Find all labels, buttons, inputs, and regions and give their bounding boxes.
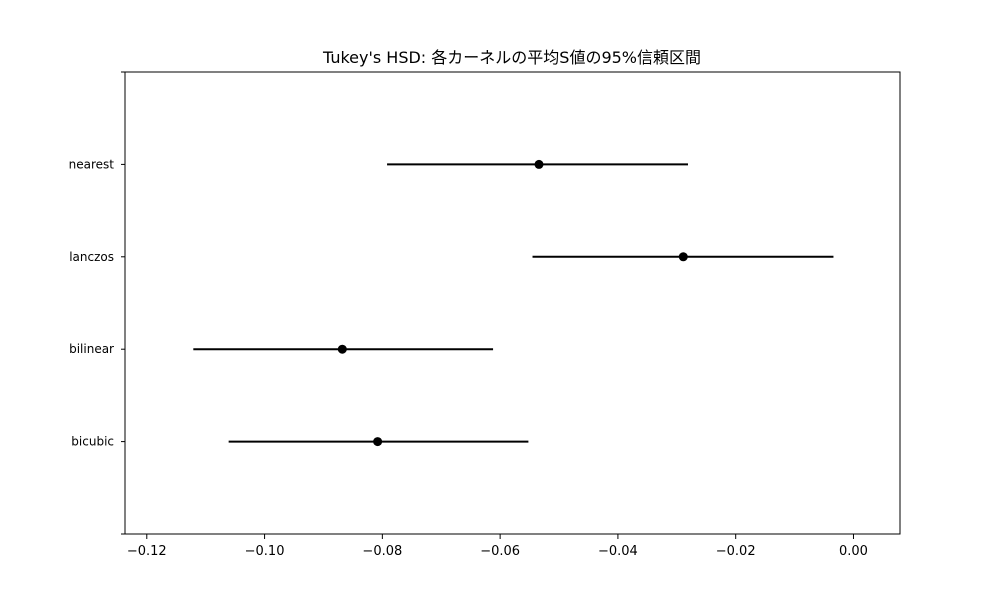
x-tick-label: −0.12: [127, 544, 167, 559]
y-tick-label: bicubic: [71, 435, 114, 449]
plot-area: [193, 159, 834, 447]
mean-point-bilinear: [337, 344, 347, 354]
plot-frame: [124, 71, 901, 535]
mean-point-nearest: [534, 159, 544, 169]
x-tick-label: −0.06: [480, 544, 520, 559]
x-tick-label: −0.02: [716, 544, 756, 559]
x-tick-label: 0.00: [839, 544, 868, 559]
mean-point-lanczos: [678, 252, 688, 262]
x-tick-label: −0.04: [598, 544, 638, 559]
y-axis: bicubic bilinear lanczos nearest: [69, 71, 125, 535]
x-axis: −0.12 −0.10 −0.08 −0.06 −0.04 −0.02 0.00: [127, 534, 868, 559]
x-tick-label: −0.10: [245, 544, 285, 559]
y-tick-label: lanczos: [69, 250, 114, 264]
chart-title: Tukey's HSD: 各カーネルの平均S値の95%信頼区間: [322, 48, 701, 67]
mean-point-bicubic: [373, 437, 383, 447]
y-tick-label: nearest: [69, 157, 115, 171]
x-tick-label: −0.08: [362, 544, 402, 559]
y-tick-label: bilinear: [69, 342, 114, 356]
